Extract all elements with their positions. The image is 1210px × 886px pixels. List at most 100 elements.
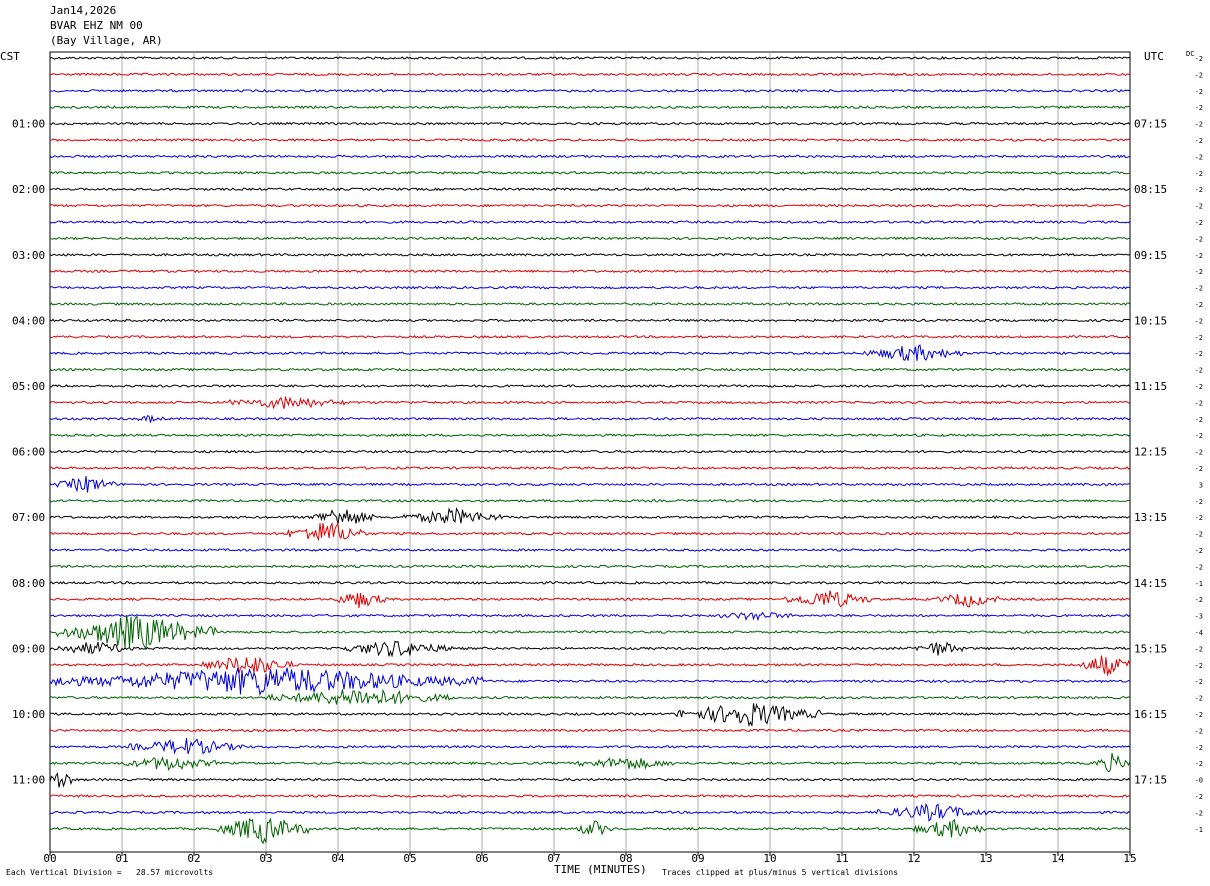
- dc-offset-label: -2: [1195, 793, 1203, 801]
- x-axis-title: TIME (MINUTES): [554, 863, 647, 876]
- seismic-trace: [49, 170, 1131, 175]
- cst-time-label: 05:00: [12, 380, 45, 393]
- seismic-trace: [49, 728, 1131, 733]
- seismic-trace: [49, 688, 1131, 705]
- header-station: BVAR EHZ NM 00: [50, 19, 143, 32]
- x-tick-label: 13: [979, 852, 992, 865]
- seismic-trace: [49, 252, 1131, 257]
- dc-offset-label: -2: [1195, 744, 1203, 752]
- dc-offset-label: -3: [1195, 613, 1203, 621]
- dc-offset-label: -2: [1195, 104, 1203, 112]
- dc-offset-label: -2: [1195, 334, 1203, 342]
- x-tick-label: 14: [1051, 852, 1065, 865]
- seismic-trace: [49, 611, 1131, 622]
- seismic-trace: [49, 138, 1131, 142]
- utc-time-label: 17:15: [1134, 774, 1167, 787]
- dc-offset-label: -2: [1195, 711, 1203, 719]
- dc-offset-label: -2: [1195, 268, 1203, 276]
- dc-offset-label: -2: [1195, 235, 1203, 243]
- seismic-trace: [49, 548, 1131, 552]
- dc-offset-label: -2: [1195, 399, 1203, 407]
- dc-offset-label: -2: [1195, 563, 1203, 571]
- utc-time-label: 07:15: [1134, 118, 1167, 131]
- seismic-trace: [49, 395, 1131, 410]
- seismic-trace: [49, 794, 1131, 798]
- utc-time-label: 15:15: [1134, 642, 1167, 655]
- utc-time-label: 12:15: [1134, 446, 1167, 459]
- seismic-trace: [49, 56, 1131, 60]
- dc-offset-label: -2: [1195, 695, 1203, 703]
- dc-label: DC: [1186, 50, 1195, 58]
- dc-offset-label: -2: [1195, 760, 1203, 768]
- cst-time-label: 08:00: [12, 577, 45, 590]
- dc-offset-label: -2: [1195, 137, 1203, 145]
- seismic-trace: [49, 580, 1130, 585]
- dc-offset-label: -2: [1195, 678, 1203, 686]
- dc-offset-label: -2: [1195, 514, 1203, 522]
- clipping-note: Traces clipped at plus/minus 5 vertical …: [662, 868, 899, 877]
- seismic-trace: [49, 220, 1131, 224]
- seismic-trace: [49, 466, 1131, 470]
- seismic-trace: [49, 384, 1131, 388]
- dc-offset-label: -2: [1195, 465, 1203, 473]
- x-tick-label: 03: [259, 852, 272, 865]
- dc-offset-label: -2: [1195, 531, 1203, 539]
- header-location: (Bay Village, AR): [50, 34, 163, 47]
- seismic-trace: [49, 817, 1131, 845]
- dc-offset-label: -2: [1195, 71, 1203, 79]
- x-tick-label: 04: [331, 852, 345, 865]
- seismic-trace: [49, 187, 1131, 192]
- seismic-trace: [49, 640, 1131, 658]
- dc-offset-label: -2: [1195, 285, 1203, 293]
- dc-offset-label: -2: [1195, 301, 1203, 309]
- dc-offset-label: -2: [1195, 498, 1203, 506]
- dc-offset-label: -2: [1195, 88, 1203, 96]
- dc-offset-label: -2: [1195, 727, 1203, 735]
- seismic-trace: [50, 655, 1131, 676]
- cst-time-label: 06:00: [12, 446, 45, 459]
- seismic-trace: [49, 615, 1131, 651]
- utc-time-label: 13:15: [1134, 511, 1167, 524]
- x-tick-label: 10: [763, 852, 776, 865]
- dc-offset-label: -1: [1195, 826, 1203, 834]
- seismic-trace: [49, 772, 1131, 788]
- seismic-trace: [49, 449, 1131, 454]
- dc-offset-label: 3: [1199, 481, 1203, 489]
- dc-offset-label: -2: [1195, 153, 1203, 161]
- cst-time-label: 10:00: [12, 708, 45, 721]
- dc-offset-label: -2: [1195, 367, 1203, 375]
- utc-time-label: 11:15: [1134, 380, 1167, 393]
- utc-time-label: 10:15: [1134, 314, 1167, 327]
- dc-offset-label: -2: [1195, 662, 1203, 670]
- seismic-trace: [49, 498, 1131, 503]
- utc-label: UTC: [1144, 50, 1164, 63]
- dc-offset-label: -2: [1195, 350, 1203, 358]
- x-tick-label: 06: [475, 852, 488, 865]
- seismic-trace: [49, 521, 1131, 542]
- cst-time-label: 03:00: [12, 249, 45, 262]
- division-note: Each Vertical Division = 28.57 microvolt…: [6, 868, 214, 877]
- seismic-trace: [49, 334, 1131, 339]
- cst-time-label: 09:00: [12, 642, 45, 655]
- seismic-trace: [49, 285, 1131, 290]
- seismic-trace: [49, 72, 1131, 77]
- x-tick-label: 02: [187, 852, 200, 865]
- seismic-trace: [49, 752, 1131, 773]
- seismic-trace: [49, 269, 1131, 274]
- plot-frame: [49, 51, 1131, 853]
- x-tick-label: 15: [1123, 852, 1136, 865]
- cst-time-label: 04:00: [12, 314, 45, 327]
- x-tick-label: 01: [115, 852, 128, 865]
- dc-offset-label: -2: [1195, 645, 1203, 653]
- seismic-trace: [49, 564, 1131, 569]
- dc-offset-label: -2: [1195, 547, 1203, 555]
- cst-time-label: 02:00: [12, 183, 45, 196]
- seismic-trace: [49, 105, 1131, 110]
- cst-time-label: 11:00: [12, 774, 45, 787]
- seismic-trace: [49, 667, 1131, 697]
- dc-offset-label: -2: [1195, 219, 1203, 227]
- header-date: Jan14,2026: [50, 4, 117, 17]
- x-tick-label: 00: [43, 852, 56, 865]
- x-tick-label: 08: [619, 852, 632, 865]
